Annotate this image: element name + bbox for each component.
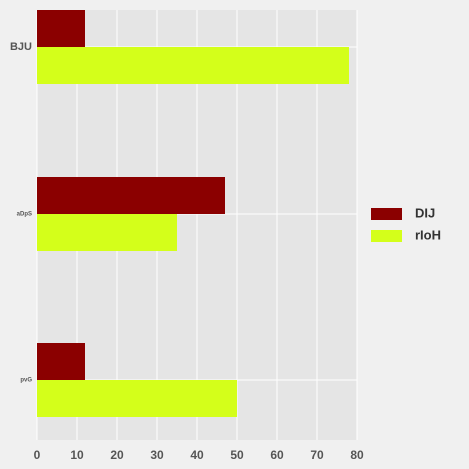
bar-rIoH-BJU xyxy=(37,47,349,84)
x-tick-label: 20 xyxy=(110,448,124,462)
x-tick-label: 70 xyxy=(310,448,324,462)
bar-DIJ-aDpS xyxy=(37,177,225,214)
y-tick-label: BJU xyxy=(10,41,32,53)
bar-DIJ-BJU xyxy=(37,10,85,47)
x-tick-label: 60 xyxy=(270,448,284,462)
x-tick-label: 30 xyxy=(150,448,164,462)
legend-label-rIoH: rIoH xyxy=(415,227,441,242)
x-tick-label: 0 xyxy=(34,448,41,462)
y-tick-label: aDpS xyxy=(17,212,32,218)
bar-DIJ-pvG xyxy=(37,343,85,380)
x-tick-labels: 0 10 20 30 40 50 60 70 80 xyxy=(34,448,364,462)
x-tick-label: 40 xyxy=(190,448,204,462)
bar-rIoH-pvG xyxy=(37,380,237,417)
x-tick-label: 50 xyxy=(230,448,244,462)
y-tick-labels: BJU aDpS pvG xyxy=(10,41,32,384)
x-tick-label: 80 xyxy=(350,448,364,462)
y-tick-label: pvG xyxy=(20,378,32,384)
legend-label-DIJ: DIJ xyxy=(415,205,435,220)
legend-swatch-DIJ xyxy=(371,208,402,220)
bar-rIoH-aDpS xyxy=(37,214,177,251)
bars xyxy=(37,10,349,417)
legend: DIJ rIoH xyxy=(371,205,441,242)
legend-swatch-rIoH xyxy=(371,230,402,242)
x-tick-label: 10 xyxy=(70,448,84,462)
